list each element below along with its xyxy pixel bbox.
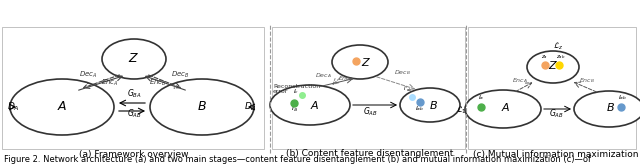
Text: $Enc_B$: $Enc_B$ (149, 78, 167, 88)
Bar (468, 27, 636, 149)
Text: $Z$: $Z$ (361, 56, 371, 68)
Text: $D_B$: $D_B$ (244, 101, 257, 113)
Text: $I_{ab}$: $I_{ab}$ (415, 104, 424, 113)
Text: (a) Framework overview: (a) Framework overview (79, 149, 189, 158)
Text: $Enc_A$: $Enc_A$ (101, 78, 119, 88)
Text: $Enc_B$: $Enc_B$ (579, 76, 595, 85)
Text: $A$: $A$ (501, 101, 511, 113)
Text: $Enc_A$: $Enc_A$ (338, 74, 354, 83)
Text: $Z$: $Z$ (548, 59, 558, 71)
Text: Figure 2. Network architecture (a) and two main stages—content feature disentang: Figure 2. Network architecture (a) and t… (4, 155, 591, 164)
Text: $\mathcal{L}_1$: $\mathcal{L}_1$ (456, 104, 467, 116)
Text: $B$: $B$ (605, 101, 614, 113)
Text: $z_{ab}$: $z_{ab}$ (556, 53, 566, 61)
Text: $I'_{ab}$: $I'_{ab}$ (403, 85, 413, 94)
Text: $Dec_A$: $Dec_A$ (79, 70, 97, 80)
Text: $D_A$: $D_A$ (7, 101, 20, 113)
Text: $G_{AB}$: $G_{AB}$ (548, 108, 563, 121)
Text: (b) Content feature disentanglement: (b) Content feature disentanglement (286, 149, 454, 158)
Text: $B$: $B$ (429, 99, 438, 111)
Text: $Z$: $Z$ (129, 52, 140, 65)
Text: $G_{BA}$: $G_{BA}$ (127, 88, 141, 101)
Ellipse shape (270, 85, 350, 125)
Ellipse shape (400, 88, 460, 122)
Text: $Dec_B$: $Dec_B$ (171, 70, 189, 80)
Bar (272, 27, 465, 149)
Text: $I_a$: $I_a$ (291, 104, 298, 114)
Text: $A$: $A$ (57, 101, 67, 114)
Text: $Dec_B$: $Dec_B$ (394, 68, 410, 77)
Ellipse shape (150, 79, 254, 135)
Text: $B$: $B$ (197, 101, 207, 114)
Text: $I_{ab}$: $I_{ab}$ (618, 93, 628, 102)
Ellipse shape (574, 91, 640, 127)
Ellipse shape (10, 79, 114, 135)
Text: $Dec_A$: $Dec_A$ (315, 71, 332, 80)
Ellipse shape (102, 39, 166, 79)
Text: $A$: $A$ (310, 99, 320, 111)
Text: $Enc_A$: $Enc_A$ (512, 76, 528, 85)
Text: $I_c$: $I_c$ (293, 87, 299, 96)
Text: $\mathcal{L}_z$: $\mathcal{L}_z$ (553, 41, 563, 52)
Text: $G_{AB}$: $G_{AB}$ (127, 108, 141, 121)
Ellipse shape (332, 45, 388, 79)
Text: (c) Mutual information maximization: (c) Mutual information maximization (473, 149, 639, 158)
Ellipse shape (527, 51, 579, 83)
Text: Reconstruction
error: Reconstruction error (273, 84, 320, 94)
Text: $z_a$: $z_a$ (541, 53, 548, 61)
Ellipse shape (465, 90, 541, 128)
Text: $G_{AB}$: $G_{AB}$ (362, 105, 378, 118)
Text: $I_a$: $I_a$ (478, 93, 484, 102)
Bar (2, 27, 264, 149)
